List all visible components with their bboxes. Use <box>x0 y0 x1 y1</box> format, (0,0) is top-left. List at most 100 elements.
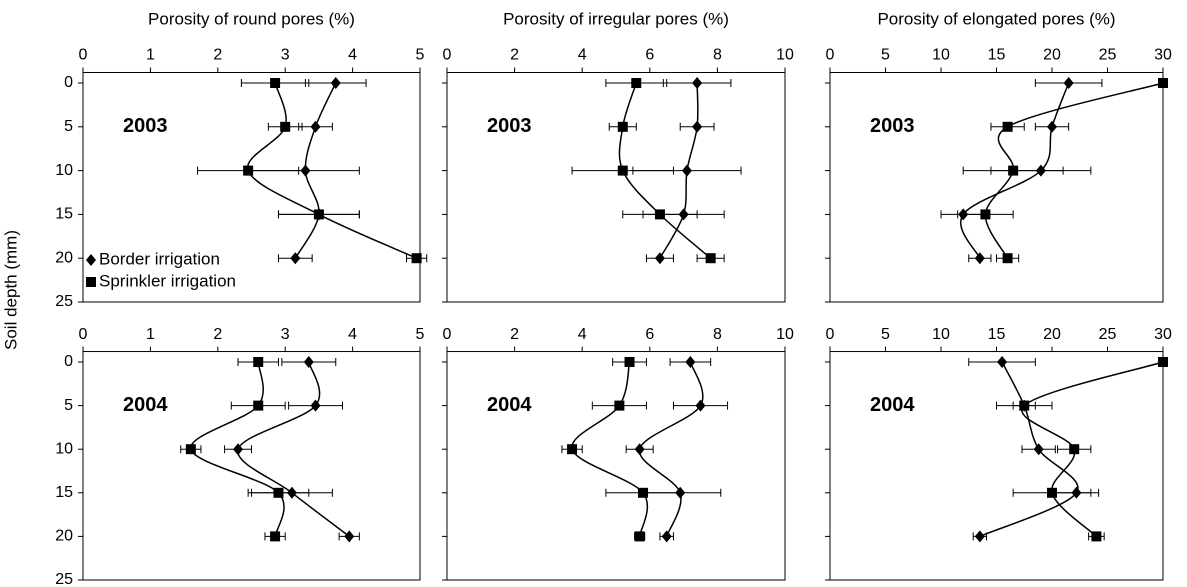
x-tick-label: 0 <box>79 326 88 343</box>
marker <box>634 531 645 542</box>
plot-frame <box>82 71 421 303</box>
x-tick-label: 0 <box>443 326 452 343</box>
plot-frame <box>829 71 1164 303</box>
marker <box>997 356 1008 368</box>
marker <box>1019 400 1030 411</box>
marker <box>654 252 665 265</box>
marker <box>290 252 301 265</box>
marker <box>185 444 196 455</box>
marker <box>344 530 355 543</box>
y-tick-label: 10 <box>55 440 73 457</box>
marker <box>270 531 281 542</box>
y-tick-label: 10 <box>55 162 73 179</box>
x-tick-label: 5 <box>881 326 890 343</box>
x-tick-label: 1 <box>146 326 155 343</box>
x-tick-label: 20 <box>1043 47 1061 64</box>
x-tick-label: 0 <box>826 326 835 343</box>
x-tick-label: 2 <box>510 47 519 64</box>
marker <box>310 399 321 412</box>
annotation: 2004 <box>487 394 532 416</box>
plot-frame <box>82 351 421 581</box>
marker <box>974 252 985 265</box>
marker <box>567 444 578 455</box>
x-tick-label: 25 <box>1099 326 1117 343</box>
y-tick-label: 15 <box>55 484 73 501</box>
y-tick-label: 25 <box>55 571 73 587</box>
y-tick-label: 5 <box>64 118 73 135</box>
x-tick-label: 10 <box>932 326 950 343</box>
marker <box>280 121 291 132</box>
x-tick-label: 4 <box>578 47 587 64</box>
marker <box>617 121 628 132</box>
y-tick-label: 15 <box>55 206 73 223</box>
marker <box>685 356 696 368</box>
x-tick-label: 20 <box>1043 326 1061 343</box>
x-tick-label: 4 <box>348 47 357 64</box>
series-line <box>237 361 350 537</box>
x-tick-label: 6 <box>645 47 654 64</box>
y-tick-label: 0 <box>64 353 73 370</box>
plot-frame <box>446 351 786 581</box>
marker <box>270 78 281 88</box>
x-tick-label: 30 <box>1154 326 1172 343</box>
marker <box>614 400 625 411</box>
marker <box>1047 120 1057 133</box>
marker <box>634 443 645 456</box>
y-tick-label: 5 <box>64 397 73 414</box>
marker <box>330 77 341 89</box>
marker <box>300 164 311 177</box>
x-tick-label: 0 <box>79 47 88 64</box>
marker <box>654 209 665 220</box>
x-tick-label: 2 <box>510 326 519 343</box>
marker <box>1158 78 1168 88</box>
marker <box>233 443 244 456</box>
annotation: 2003 <box>487 115 532 137</box>
x-tick-label: 15 <box>988 47 1006 64</box>
x-tick-label: 3 <box>281 326 290 343</box>
annotation: 2004 <box>870 394 915 416</box>
series-line <box>984 82 1164 259</box>
x-tick-label: 1 <box>146 47 155 64</box>
series-line <box>1021 361 1164 537</box>
x-tick-label: 5 <box>416 47 425 64</box>
marker <box>638 487 649 498</box>
marker <box>974 530 985 543</box>
marker <box>243 165 254 176</box>
x-tick-label: 0 <box>443 47 452 64</box>
x-tick-label: 4 <box>348 326 357 343</box>
marker <box>310 120 321 133</box>
x-axis-label: Porosity of round pores (%) <box>148 9 355 28</box>
x-tick-label: 4 <box>578 326 587 343</box>
marker <box>303 356 314 368</box>
marker <box>1063 77 1074 89</box>
marker <box>253 400 264 411</box>
x-tick-label: 2 <box>213 326 222 343</box>
marker <box>661 530 672 543</box>
marker <box>1033 443 1044 456</box>
marker <box>631 78 642 88</box>
marker <box>1008 165 1019 176</box>
marker <box>313 209 324 220</box>
plot-frame <box>829 351 1164 581</box>
series-line <box>979 361 1079 538</box>
x-tick-label: 15 <box>988 326 1006 343</box>
marker <box>273 487 284 498</box>
x-axis-label: Porosity of irregular pores (%) <box>503 9 729 28</box>
x-tick-label: 10 <box>932 47 950 64</box>
x-tick-label: 5 <box>881 47 890 64</box>
marker <box>695 399 706 412</box>
x-tick-label: 3 <box>281 47 290 64</box>
marker <box>411 253 422 264</box>
marker <box>705 253 716 264</box>
legend-marker <box>86 277 96 287</box>
x-tick-label: 10 <box>776 326 794 343</box>
annotation: 2004 <box>123 394 168 416</box>
legend-label: Border irrigation <box>99 249 220 268</box>
marker <box>1002 253 1013 264</box>
legend-marker <box>86 254 96 266</box>
marker <box>692 120 703 133</box>
marker <box>980 209 991 220</box>
x-tick-label: 10 <box>776 47 794 64</box>
marker <box>617 165 628 176</box>
